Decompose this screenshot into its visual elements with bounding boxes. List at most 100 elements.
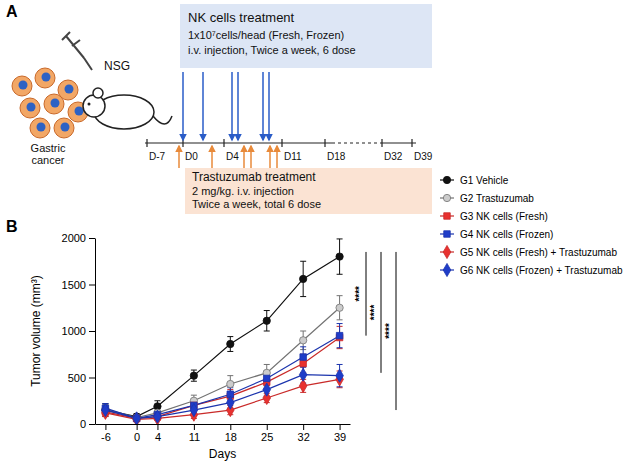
nk-box <box>180 4 432 68</box>
cell-nucleus <box>37 123 46 132</box>
cell <box>54 118 74 138</box>
trastuzumab-arrow <box>243 146 245 168</box>
y-axis-title: Tumor volume (mm³) <box>29 275 43 387</box>
y-tick: 1000 <box>62 325 95 337</box>
timeline-tick <box>281 139 282 147</box>
error-bar <box>337 296 343 320</box>
error-bar <box>337 324 343 348</box>
data-point <box>299 368 307 381</box>
data-point <box>300 354 306 360</box>
x-tick-label: 25 <box>261 431 273 443</box>
y-tick: 500 <box>68 372 95 384</box>
series-line <box>105 375 339 419</box>
data-point <box>300 275 307 282</box>
panel-label: B <box>6 218 18 235</box>
data-point <box>227 340 234 347</box>
data-point <box>263 383 271 396</box>
x-tick-label: 32 <box>298 431 310 443</box>
x-tick: 4 <box>155 424 161 443</box>
timeline-tick <box>146 139 147 147</box>
data-point <box>190 372 197 379</box>
data-point <box>336 304 343 311</box>
syringe <box>62 32 92 70</box>
y-tick-label: 2000 <box>62 232 86 244</box>
y-tick: 1500 <box>62 279 95 291</box>
data-point <box>300 337 307 344</box>
timeline-label: D0 <box>185 151 198 162</box>
legend-marker <box>443 245 451 258</box>
nk-arrow <box>262 72 264 140</box>
x-axis-title: Days <box>209 447 236 461</box>
mouse-head <box>83 95 105 117</box>
mouse-label: NSG <box>104 59 130 73</box>
nk-box-line: i.v. injection, Twice a week, 6 dose <box>188 44 356 56</box>
timeline-label: D18 <box>327 151 346 162</box>
figure: ANK cells treatment1x10⁷cells/head (Fres… <box>0 0 634 466</box>
y-tick-label: 1000 <box>62 325 86 337</box>
timeline <box>145 142 332 143</box>
cell <box>20 98 40 118</box>
nk-arrow <box>182 72 184 140</box>
x-tick-mark <box>194 424 195 430</box>
timeline <box>380 142 416 143</box>
data-point <box>263 375 269 381</box>
x-tick-label: 0 <box>134 431 140 443</box>
panel-label: A <box>6 3 18 20</box>
x-tick-label: 18 <box>225 431 237 443</box>
error-bar <box>300 261 306 296</box>
significance-line <box>396 252 397 410</box>
y-axis-line <box>95 239 96 425</box>
y-tick-label: 500 <box>68 372 86 384</box>
timeline-tick <box>324 139 325 147</box>
data-point <box>190 403 198 416</box>
x-tick-mark <box>267 424 268 430</box>
x-axis-line <box>96 424 351 425</box>
y-tick-label: 1500 <box>62 279 86 291</box>
y-tick-label: 0 <box>80 418 86 430</box>
legend-marker <box>443 176 450 183</box>
timeline-gap <box>332 142 380 143</box>
cell <box>30 118 50 138</box>
y-tick-mark <box>89 424 95 425</box>
data-point <box>227 380 234 387</box>
timeline-label: D39 <box>414 151 433 162</box>
x-tick-mark <box>137 424 138 430</box>
x-tick-label: 4 <box>155 431 161 443</box>
series-line <box>105 257 339 417</box>
y-tick-mark <box>89 331 95 332</box>
nk-arrow <box>237 72 239 140</box>
error-bar <box>264 364 270 381</box>
legend-label: G6 NK cells (Frozen) + Trastuzumab <box>460 265 623 276</box>
mouse-tail <box>153 116 172 124</box>
trastuzumab-box-line: 2 mg/kg. i.v. injection <box>192 185 294 197</box>
trastuzumab-arrow <box>269 146 271 168</box>
data-point <box>154 410 162 423</box>
x-tick-label: 39 <box>334 431 346 443</box>
error-bar <box>300 347 306 367</box>
timeline-tick <box>223 139 224 147</box>
y-tick-mark <box>89 378 95 379</box>
data-point <box>336 332 342 338</box>
panel-a: ANK cells treatment1x10⁷cells/head (Fres… <box>6 3 433 214</box>
nk-box-title: NK cells treatment <box>188 10 295 25</box>
error-bar <box>300 366 306 383</box>
legend-label: G1 Vehicle <box>460 175 509 186</box>
x-tick: 0 <box>134 424 140 443</box>
trastuzumab-box-title: Trastuzumab treatment <box>192 170 316 184</box>
error-bar <box>191 370 197 381</box>
error-bar <box>227 337 233 352</box>
x-tick-mark <box>105 424 106 430</box>
significance-label: **** <box>354 286 365 302</box>
data-point <box>133 413 141 424</box>
x-tick: 32 <box>298 424 310 443</box>
canvas: ANK cells treatment1x10⁷cells/head (Fres… <box>0 0 634 466</box>
timeline-tick <box>381 139 382 147</box>
series-line <box>105 336 339 419</box>
significance-line <box>381 252 382 373</box>
data-point <box>133 412 141 424</box>
legend: G1 VehicleG2 TrastuzumabG3 NK cells (Fre… <box>440 175 623 277</box>
mouse-ear <box>93 88 103 98</box>
y-tick-mark <box>89 285 95 286</box>
x-tick-mark <box>157 424 158 430</box>
error-bar <box>264 311 270 331</box>
